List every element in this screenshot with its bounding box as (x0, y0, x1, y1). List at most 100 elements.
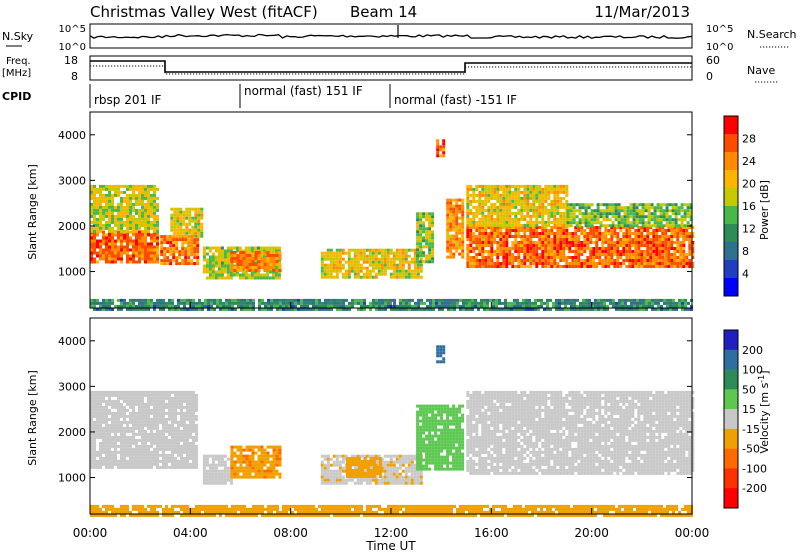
heatmap-cell-region-7 (416, 236, 420, 240)
heatmap-cell-region-10 (523, 232, 527, 235)
heatmap-cell-region-10 (646, 226, 650, 229)
heatmap-cell-region-0 (171, 462, 174, 466)
heatmap-cell-region-0 (141, 393, 144, 397)
heatmap-cell-region-0 (162, 405, 165, 409)
heatmap-cell-region-0 (147, 423, 150, 427)
heatmap-cell-region-0 (147, 432, 150, 436)
heatmap-cell-region-11 (526, 208, 530, 212)
heatmap-cell-region-1 (226, 475, 230, 479)
heatmap-cell-region-0 (108, 459, 111, 463)
heatmap-cell-region-6 (326, 254, 330, 258)
heatmap-cell-region-10 (469, 259, 473, 262)
heatmap-cell-region-11 (499, 223, 503, 227)
heatmap-cell-region-13 (165, 304, 168, 308)
heatmap-cell-region-10 (502, 247, 506, 250)
heatmap-cell-region-11 (517, 220, 521, 224)
heatmap-cell-region-1 (217, 454, 221, 458)
heatmap-cell-region-13 (531, 301, 534, 305)
heatmap-cell-region-0 (99, 423, 102, 427)
heatmap-cell-region-10 (643, 229, 647, 232)
heatmap-cell-region-0 (117, 396, 120, 400)
heatmap-cell-region-10 (670, 265, 674, 268)
heatmap-cell-region-0 (102, 242, 105, 246)
heatmap-cell-region-8 (442, 142, 446, 146)
heatmap-cell-region-10 (547, 241, 551, 244)
heatmap-cell-region-0 (120, 435, 123, 439)
heatmap-cell-region-11 (493, 202, 497, 206)
heatmap-cell-region-10 (616, 253, 620, 256)
heatmap-cell-region-1 (114, 223, 117, 227)
heatmap-cell-region-0 (162, 393, 165, 397)
heatmap-cell-region-1 (90, 214, 93, 218)
heatmap-cell-region-0 (192, 399, 195, 403)
heatmap-cell-region-13 (363, 301, 366, 305)
heatmap-cell-region-11 (559, 184, 563, 188)
heatmap-cell-region-0 (147, 393, 150, 397)
heatmap-cell-region-7 (419, 227, 423, 231)
heatmap-cell-region-12 (590, 203, 594, 207)
heatmap-cell-region-6 (350, 263, 354, 267)
heatmap-cell-region-13 (180, 307, 183, 311)
heatmap-cell-region-11 (553, 205, 557, 209)
heatmap-cell-region-7 (428, 251, 432, 255)
heatmap-cell-region-11 (538, 211, 542, 215)
heatmap-cell-region-12 (671, 203, 675, 207)
heatmap-cell-region-10 (664, 259, 668, 262)
heatmap-cell-region-1 (147, 205, 150, 209)
heatmap-cell-region-13 (546, 307, 549, 311)
heatmap-cell-region-11 (541, 193, 545, 197)
heatmap-cell-region-5 (239, 266, 243, 269)
heatmap-cell-region-13 (633, 307, 636, 311)
heatmap-cell-region-10 (652, 253, 656, 256)
heatmap-cell-region-0 (126, 438, 129, 442)
heatmap-cell-region-1 (156, 217, 159, 221)
heatmap-cell-region-9 (452, 222, 456, 226)
heatmap-cell-region-13 (630, 304, 633, 308)
heatmap-cell-region-0 (189, 426, 192, 430)
heatmap-cell-region-10 (523, 247, 527, 250)
heatmap-cell-region-0 (174, 399, 177, 403)
heatmap-cell-region-13 (651, 301, 654, 305)
heatmap-cell-region-10 (574, 226, 578, 229)
heatmap-cell-region-13 (471, 301, 474, 305)
heatmap-cell-region-13 (195, 304, 198, 308)
heatmap-cell-region-7 (428, 215, 432, 219)
heatmap-cell-region-12 (635, 221, 639, 225)
heatmap-cell-region-13 (330, 307, 333, 311)
heatmap-cell-region-1 (141, 214, 144, 218)
heatmap-cell-region-0 (189, 402, 192, 406)
heatmap-cell-region-1 (117, 211, 120, 215)
heatmap-cell-region-4 (214, 258, 218, 262)
heatmap-cell-region-2 (236, 457, 240, 461)
heatmap-cell-region-10 (604, 247, 608, 250)
heatmap-cell-region-9 (458, 228, 462, 232)
heatmap-cell-region-3 (200, 228, 204, 232)
heatmap-cell-region-1 (117, 208, 120, 212)
heatmap-cell-region-6 (335, 257, 339, 261)
heatmap-cell-region-6 (401, 272, 405, 276)
heatmap-cell-region-12 (689, 206, 693, 210)
heatmap-cell-region-10 (502, 232, 506, 235)
heatmap-cell-region-10 (682, 238, 686, 241)
heatmap-cell-region-0 (120, 257, 123, 261)
heatmap-cell-region-10 (664, 262, 668, 265)
heatmap-cell-region-0 (123, 245, 126, 249)
heatmap-cell-region-0 (183, 414, 186, 418)
heatmap-cell-region-6 (395, 269, 399, 273)
heatmap-cell-region-13 (147, 304, 150, 308)
heatmap-cell-region-10 (628, 247, 632, 250)
heatmap-cell-region-13 (177, 301, 180, 305)
heatmap-cell-region-13 (456, 304, 459, 308)
heatmap-cell-region-2 (245, 445, 249, 449)
heatmap-cell-region-13 (258, 298, 261, 302)
heatmap-cell-region-11 (526, 184, 530, 188)
heatmap-cell-region-0 (150, 465, 153, 469)
heatmap-cell-region-1 (220, 475, 224, 479)
heatmap-cell-region-13 (468, 307, 471, 311)
heatmap-cell-region-10 (586, 244, 590, 247)
heatmap-cell-region-13 (672, 304, 675, 308)
heatmap-cell-region-10 (565, 232, 569, 235)
heatmap-cell-region-13 (561, 307, 564, 311)
heatmap-cell-region-0 (129, 393, 132, 397)
heatmap-cell-region-13 (336, 298, 339, 302)
